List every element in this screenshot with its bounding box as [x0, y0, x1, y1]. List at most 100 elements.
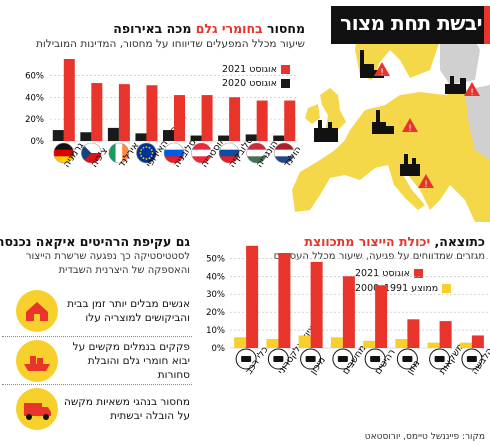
bar-avg-1991-2000 — [427, 342, 440, 348]
flag-star — [142, 146, 145, 149]
y-tick-label: 30% — [206, 290, 225, 300]
warning-icon: ! — [402, 118, 418, 134]
flag-triangle — [81, 143, 92, 163]
warning-icon: ! — [418, 174, 434, 190]
legend-label: אוגוסט 2021 — [355, 268, 410, 279]
flag-outline — [81, 142, 102, 164]
flag-star — [142, 157, 145, 160]
flag-stripe — [81, 143, 102, 154]
flag-star — [140, 155, 143, 157]
chart2-legend-2021: אוגוסט 2021 — [355, 268, 423, 279]
bar-2021 — [146, 85, 158, 141]
chart1-raw-materials-shortage: 0%20%40%60%גרמניה צ'כיה אירלנד האיחוד האירו… — [25, 59, 300, 170]
y-tick-label: 0% — [31, 137, 45, 147]
flag-at-icon — [191, 142, 212, 164]
flag-star — [145, 158, 148, 160]
ikea-item-text: פקקים בנמלים מקשים על יבוא חומרי גלם והו… — [72, 341, 190, 381]
flag-star — [151, 152, 154, 154]
flag-si-icon — [163, 142, 185, 164]
legend-swatch-red — [413, 269, 423, 278]
robot-icon — [300, 348, 322, 370]
flag-stripe — [81, 153, 102, 163]
ireland-shape — [305, 104, 320, 124]
flag-nl-icon — [273, 142, 295, 164]
chart2-subtitle: מגזרים שמדווחים על פגיעה, שיעור מכלל העס… — [273, 251, 485, 262]
flag-stripe — [274, 149, 295, 157]
bar-2021 — [229, 97, 241, 141]
bar-avg-1991-2000 — [234, 337, 247, 348]
bottle-icon — [429, 348, 451, 370]
bar-2020 — [190, 135, 202, 141]
svg-text:!: ! — [408, 124, 412, 134]
flag-star — [150, 155, 153, 157]
flag-star — [145, 146, 148, 148]
bar-2021 — [284, 100, 296, 141]
ikea-title: גם עקיפת הרהיטים איקאה נכנסה — [0, 234, 190, 249]
flag-stripe — [122, 143, 129, 163]
bar-2021 — [310, 261, 323, 348]
icon-glyph — [337, 356, 348, 362]
bar-2021 — [407, 319, 420, 348]
bar-2021 — [278, 252, 291, 348]
monitor-icon — [332, 348, 354, 370]
factory-icon — [400, 154, 420, 176]
icon-glyph — [466, 356, 477, 362]
factory-icon — [372, 110, 394, 134]
warning-icon: ! — [464, 82, 480, 98]
flag-stripe — [115, 143, 123, 163]
bar-avg-1991-2000 — [266, 339, 279, 348]
chart2-production-capacity: 0%10%20%30%40%50%כלי רכב ציוד אלקטרונימיכ… — [206, 245, 490, 377]
y-tick-label: 40% — [206, 272, 225, 282]
bar-2021 — [174, 95, 185, 141]
bar-2021 — [246, 245, 259, 348]
svg-text:!: ! — [424, 180, 428, 190]
ship-icon — [14, 338, 60, 384]
flag-star — [150, 149, 153, 151]
flag-hu-icon — [246, 142, 267, 164]
flag-field — [136, 143, 157, 163]
flag-star — [139, 152, 142, 154]
source-note: מקור: פייננשל טיימס, יורוסטאט — [364, 432, 485, 442]
flag-star — [148, 157, 151, 160]
bar-2020 — [245, 134, 257, 141]
car-icon — [235, 348, 257, 370]
icon-glyph — [434, 356, 445, 362]
flag-stripe — [219, 143, 240, 151]
ikea-item-text: מחסור בנהגי משאיות מקשה על הובלה יבשתית — [64, 396, 190, 422]
bar-2021 — [201, 95, 213, 141]
flag-outline — [163, 142, 185, 164]
y-tick-label: 40% — [25, 93, 44, 103]
warning-icon: ! — [374, 62, 390, 78]
italy-shape — [388, 165, 425, 210]
icon-glyph — [241, 356, 252, 362]
y-tick-label: 20% — [25, 115, 44, 125]
bar-avg-1991-2000 — [330, 337, 343, 348]
ikea-subtitle-1: לסטטיסטיקה כך נפגעה שרשרת הייצור — [25, 251, 190, 262]
flag-stripe — [53, 143, 74, 151]
bar-2020 — [135, 133, 147, 141]
flag-outline — [53, 142, 75, 164]
divider — [2, 336, 192, 337]
ikea-item-demand: אנשים מבלים יותר זמן בבית והביקושים למוצ… — [2, 288, 194, 334]
truck-icon — [14, 386, 60, 432]
flag-stripe — [246, 143, 267, 151]
bar-2021 — [375, 285, 388, 348]
flag-outline — [191, 142, 212, 164]
bar-2020 — [107, 127, 119, 141]
factory-icon — [445, 76, 466, 94]
legend-swatch-yellow — [442, 284, 452, 293]
flag-stripe — [191, 143, 212, 151]
bar-avg-1991-2000 — [395, 339, 408, 348]
bar-2020 — [273, 135, 285, 141]
chair-icon — [364, 348, 386, 370]
headline: יבשת תחת מצור — [340, 11, 482, 35]
ikea-item-ports: פקקים בנמלים מקשים על יבוא חומרי גלם והו… — [2, 338, 194, 384]
bar-2020 — [52, 130, 64, 141]
legend-swatch-red — [280, 65, 290, 74]
flag-outline — [108, 142, 130, 164]
flag-stripe — [164, 149, 184, 157]
bar-avg-1991-2000 — [459, 342, 472, 348]
flag-stripe — [219, 149, 240, 157]
chart1-legend-2020: אוגוסט 2020 — [222, 78, 290, 89]
icon-glyph — [370, 356, 381, 362]
